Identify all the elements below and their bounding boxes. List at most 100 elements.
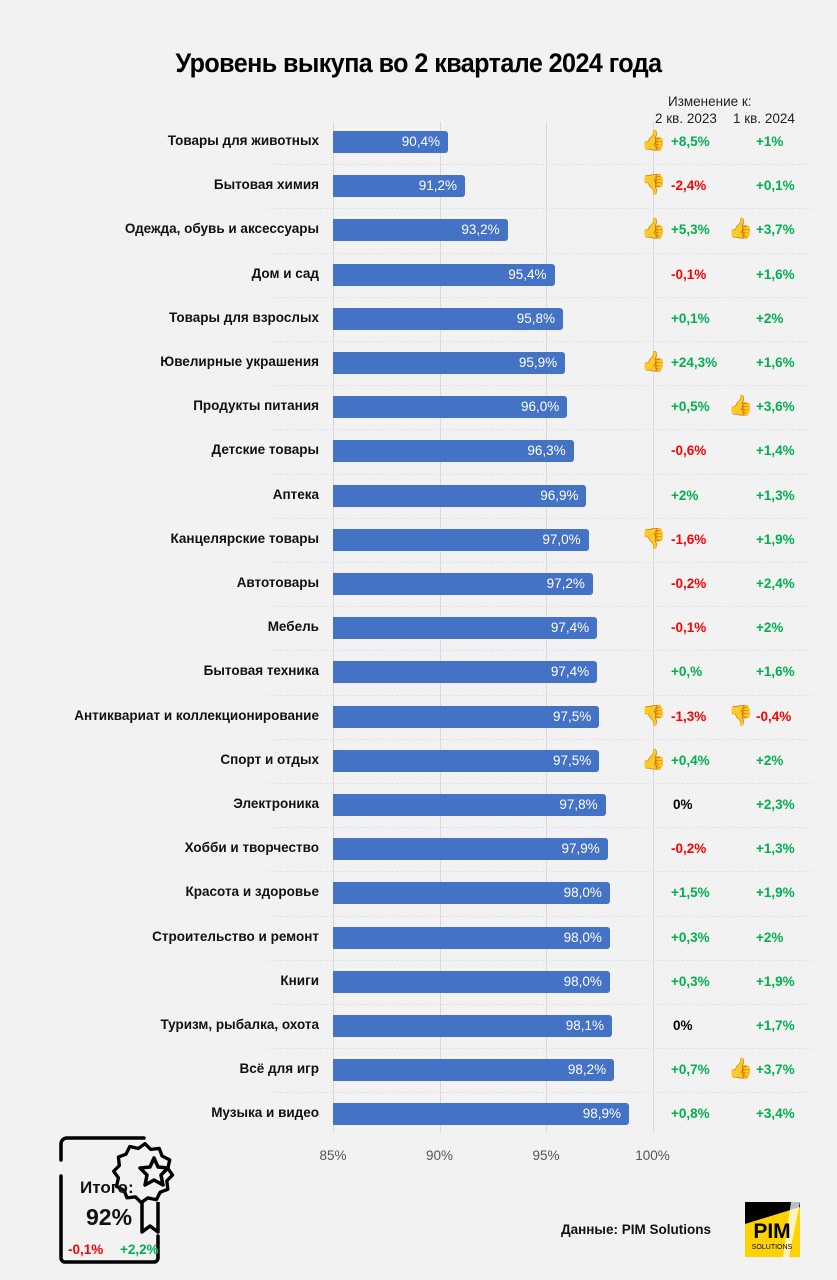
total-change-q2-2023: -0,1% bbox=[68, 1242, 104, 1257]
thumbs-up-icon: 👍 bbox=[728, 395, 753, 418]
total-value: 92% bbox=[86, 1204, 133, 1230]
change-q1-2024: +0,1% bbox=[756, 178, 795, 194]
column-header-q1-2024: 1 кв. 2024 bbox=[733, 111, 795, 126]
row-separator bbox=[270, 296, 810, 298]
row-separator bbox=[270, 561, 810, 563]
row-separator bbox=[270, 650, 810, 652]
change-q2-2023: +0,7% bbox=[671, 1062, 710, 1078]
category-label: Антиквариат и коллекционирование bbox=[74, 707, 319, 723]
total-label: Итого: bbox=[80, 1178, 134, 1197]
category-label: Туризм, рыбалка, охота bbox=[160, 1017, 319, 1032]
bar: 98,0% bbox=[333, 926, 610, 949]
bar-value-label: 97,0% bbox=[542, 531, 581, 547]
thumbs-down-icon: 👎 bbox=[641, 527, 666, 550]
award-certificate-icon bbox=[59, 1136, 175, 1264]
thumbs-up-icon: 👍 bbox=[641, 130, 666, 152]
bar-value-label: 95,8% bbox=[516, 310, 556, 326]
bar-value-label: 98,0% bbox=[563, 885, 602, 901]
bar: 93,2% bbox=[333, 219, 508, 242]
bar-value-label: 98,1% bbox=[565, 1018, 605, 1033]
change-q2-2023: +0,% bbox=[671, 664, 703, 680]
chart-title: Уровень выкупа во 2 квартале 2024 года bbox=[175, 48, 662, 78]
category-label: Электроника bbox=[233, 796, 319, 811]
row-separator bbox=[270, 915, 810, 917]
category-label: Музыка и видео bbox=[211, 1105, 319, 1121]
x-tick-label: 90% bbox=[425, 1148, 454, 1163]
thumbs-up-icon: 👍 bbox=[641, 218, 666, 241]
bar-value-label: 95,9% bbox=[518, 355, 558, 370]
change-q1-2024: +2,4% bbox=[756, 576, 795, 591]
row-separator bbox=[270, 871, 810, 873]
logo-text-sub: SOLUTIONS bbox=[752, 1244, 793, 1251]
thumbs-up-icon: 👍 bbox=[728, 1058, 753, 1081]
change-q1-2024: +1,9% bbox=[756, 885, 795, 901]
bar-value-label: 97,9% bbox=[561, 841, 600, 857]
bar: 97,8% bbox=[333, 794, 606, 816]
category-label: Хобби и творчество bbox=[184, 840, 319, 856]
change-q1-2024: +1,6% bbox=[756, 266, 795, 282]
change-q2-2023: -0,2% bbox=[671, 576, 707, 591]
change-q1-2024: +2,3% bbox=[756, 797, 795, 812]
bar-value-label: 95,4% bbox=[508, 266, 547, 282]
category-label: Спорт и отдых bbox=[220, 751, 319, 767]
bar: 97,2% bbox=[333, 573, 593, 595]
change-header: Изменение к: bbox=[668, 94, 752, 109]
bar-value-label: 97,4% bbox=[550, 664, 590, 680]
category-label: Бытовая техника bbox=[203, 663, 319, 679]
thumbs-down-icon: 👎 bbox=[728, 704, 753, 727]
bar: 96,0% bbox=[333, 396, 568, 419]
change-q1-2024: +2% bbox=[756, 620, 784, 636]
thumbs-up-icon: 👍 bbox=[641, 351, 666, 373]
change-q2-2023: +8,5% bbox=[671, 134, 710, 149]
row-separator bbox=[270, 738, 810, 740]
bar-value-label: 98,0% bbox=[563, 973, 602, 989]
change-q1-2024: +1,9% bbox=[756, 973, 795, 989]
change-q2-2023: +5,3% bbox=[671, 222, 710, 238]
category-label: Мебель bbox=[267, 619, 319, 635]
change-q2-2023: -2,4% bbox=[671, 178, 707, 194]
row-separator bbox=[270, 782, 810, 784]
row-separator bbox=[270, 473, 810, 475]
row-separator bbox=[270, 517, 810, 519]
bar: 98,0% bbox=[333, 970, 610, 993]
change-q1-2024: +2% bbox=[756, 752, 784, 768]
change-q1-2024: -0,4% bbox=[756, 708, 792, 724]
bar-value-label: 97,4% bbox=[550, 620, 590, 636]
change-q2-2023: 0% bbox=[673, 1018, 693, 1033]
data-source: Данные: PIM Solutions bbox=[561, 1222, 711, 1237]
bar: 97,4% bbox=[333, 661, 598, 684]
row-separator bbox=[270, 1003, 810, 1005]
bar: 97,5% bbox=[333, 749, 600, 772]
column-header-q2-2023: 2 кв. 2023 bbox=[655, 111, 717, 126]
change-q2-2023: -1,3% bbox=[671, 708, 707, 724]
bar-value-label: 98,2% bbox=[567, 1062, 607, 1078]
change-q2-2023: 0% bbox=[673, 797, 693, 812]
row-separator bbox=[270, 827, 810, 829]
change-q2-2023: +0,3% bbox=[671, 973, 710, 989]
x-tick-label: 95% bbox=[532, 1148, 560, 1163]
change-q2-2023: +0,4% bbox=[671, 752, 710, 768]
row-separator bbox=[270, 1092, 810, 1094]
change-q1-2024: +2% bbox=[756, 310, 784, 326]
change-q2-2023: +0,1% bbox=[671, 310, 710, 326]
category-label: Аптека bbox=[272, 486, 319, 502]
total-change-q1-2024: +2,2% bbox=[120, 1242, 159, 1257]
change-q1-2024: +1,6% bbox=[756, 355, 795, 370]
row-separator bbox=[270, 1048, 810, 1050]
row-separator bbox=[270, 606, 810, 608]
bar: 95,4% bbox=[333, 263, 555, 286]
category-label: Товары для взрослых bbox=[168, 309, 319, 325]
change-q1-2024: +1,9% bbox=[756, 531, 795, 547]
thumbs-up-icon: 👍 bbox=[728, 218, 753, 241]
bar-value-label: 90,4% bbox=[401, 134, 441, 149]
bar-value-label: 97,5% bbox=[552, 752, 592, 768]
category-label: Одежда, обувь и аксессуары bbox=[124, 221, 319, 237]
change-q2-2023: +2% bbox=[671, 487, 699, 503]
change-q2-2023: -1,6% bbox=[671, 531, 707, 547]
bar-value-label: 97,8% bbox=[559, 797, 598, 812]
category-label: Всё для игр bbox=[239, 1061, 319, 1077]
row-separator bbox=[270, 340, 810, 342]
change-q1-2024: +3,4% bbox=[756, 1106, 795, 1122]
change-q1-2024: +1% bbox=[756, 134, 784, 149]
